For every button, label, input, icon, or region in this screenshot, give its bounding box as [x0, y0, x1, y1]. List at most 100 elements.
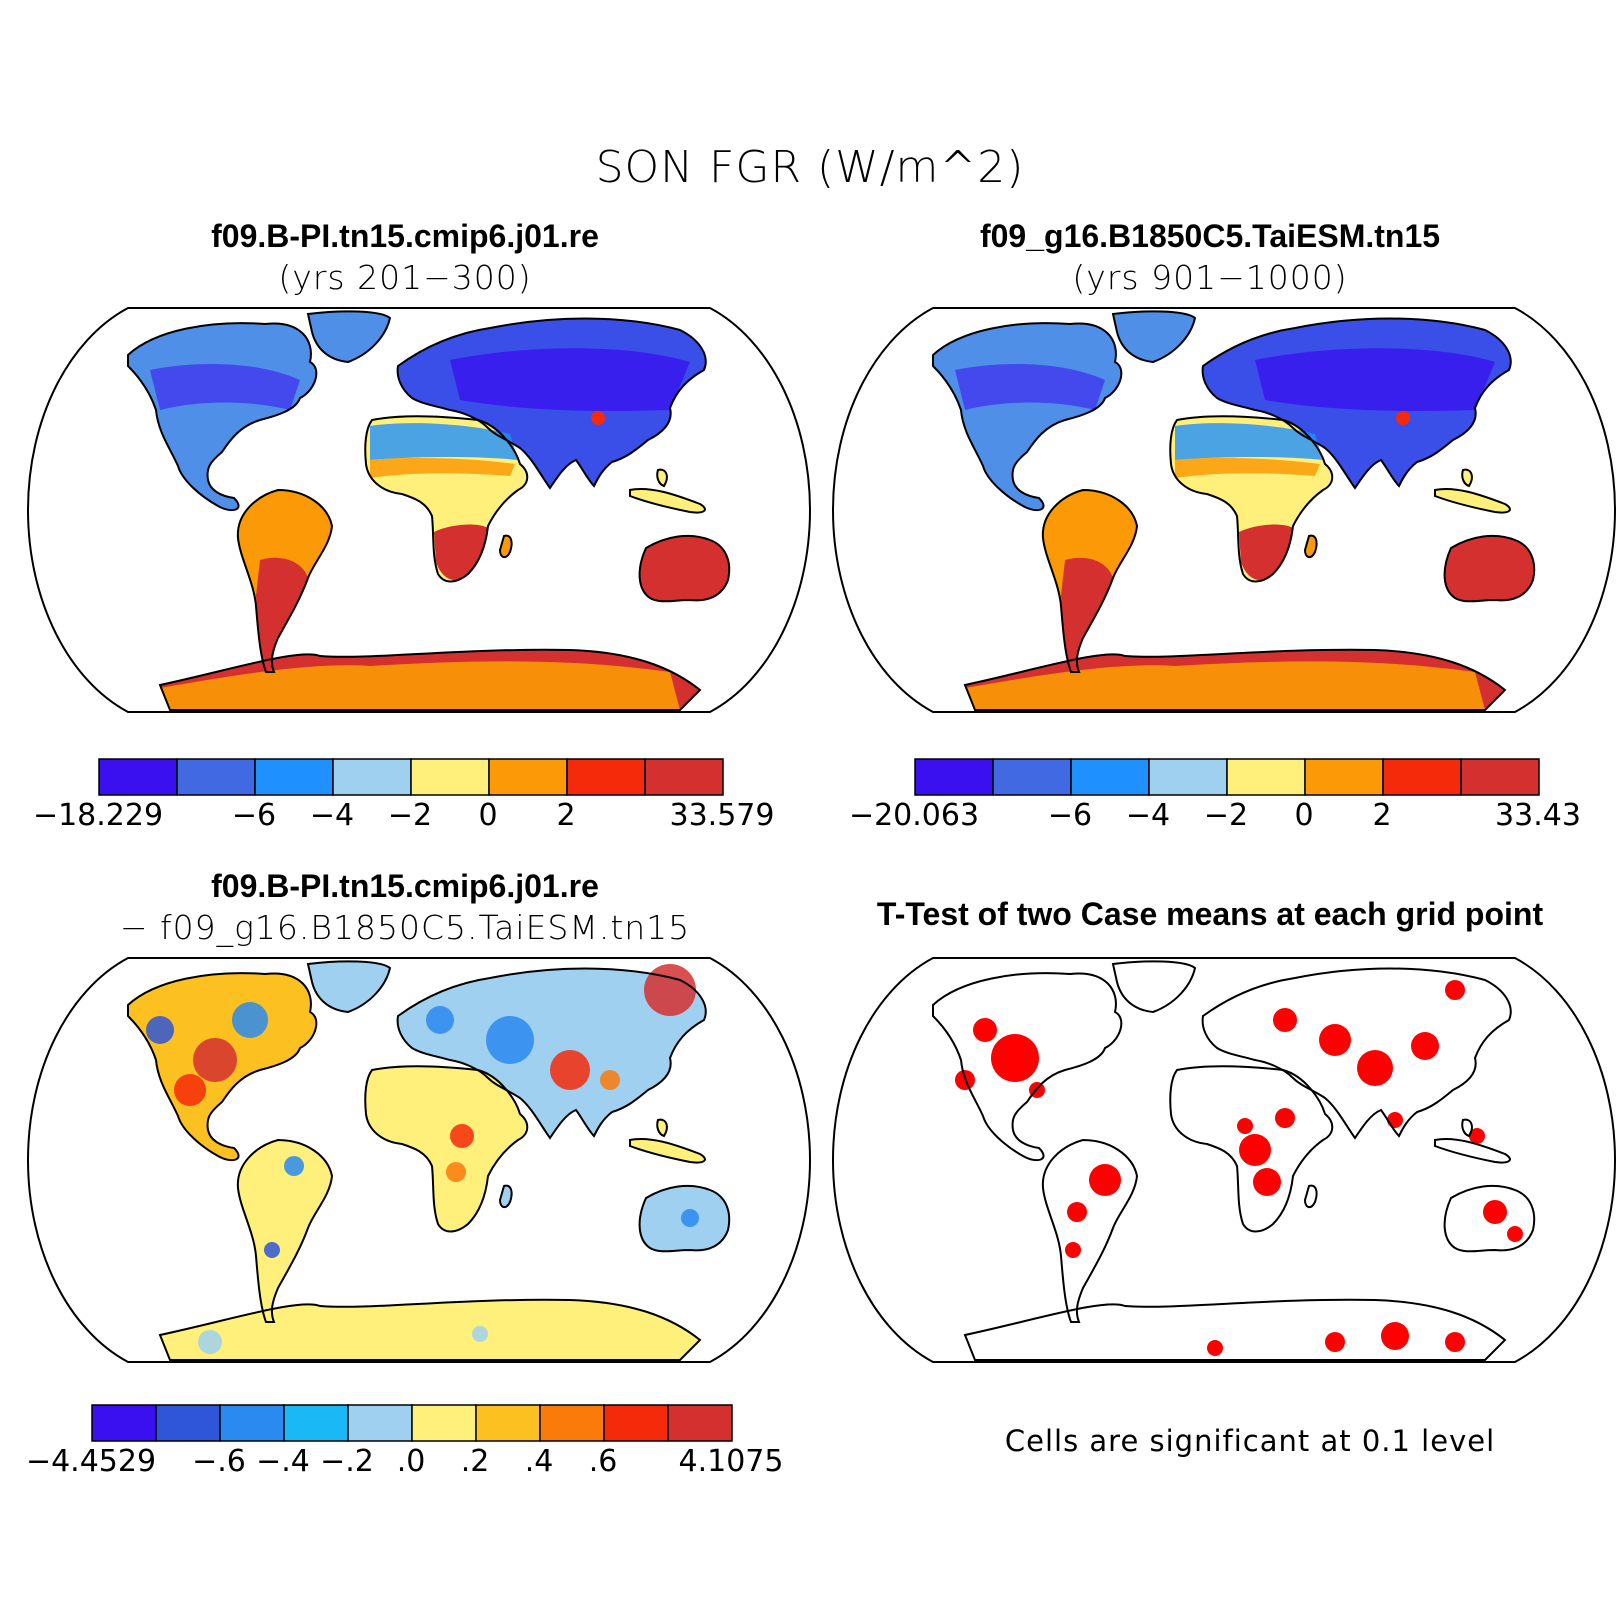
coastline-australia — [1443, 1184, 1536, 1253]
colorbar-tick-label: 2 — [556, 798, 576, 833]
colorbar-box — [155, 1404, 221, 1442]
coastline-africa — [1169, 415, 1334, 583]
land-africa — [365, 1066, 528, 1232]
significant-cell — [1483, 1200, 1507, 1224]
land-eurasia — [397, 968, 706, 1138]
colorbar-box — [219, 1404, 285, 1442]
coastline-eurasia — [1201, 317, 1512, 490]
anomaly-spot — [284, 1156, 304, 1176]
colorbar-tick-label: .2 — [460, 1444, 490, 1479]
colorbar-diff — [91, 1404, 733, 1442]
coastline-indonesia — [1434, 1118, 1511, 1164]
significant-cell — [1273, 1008, 1297, 1032]
panel-2-subtitle: (yrs 901−1000) — [1072, 258, 1348, 297]
colorbar-tick-label: −2 — [1203, 798, 1249, 833]
colorbar-box — [1070, 758, 1150, 796]
significant-cell — [991, 1034, 1039, 1082]
region-antarctic-coast — [965, 661, 1485, 710]
colorbar-tick-label: −.4 — [256, 1444, 310, 1479]
colorbar-tick-label: −6 — [1047, 798, 1093, 833]
region-sahara — [370, 423, 518, 460]
map-border — [831, 957, 1617, 1363]
coastline-northAmerica — [127, 322, 318, 512]
colorbar-diff-labels: −4.4529 −.6 −.4 −.2 .0 .2 .4 .6 4.1075 — [26, 1444, 784, 1484]
map-diff — [26, 957, 812, 1363]
significant-cell — [1275, 1108, 1295, 1128]
coastline-africa — [364, 1065, 529, 1233]
colorbar-box — [644, 758, 724, 796]
land-australia — [639, 535, 730, 602]
significant-cell — [1357, 1050, 1393, 1086]
significant-cell — [1207, 1340, 1223, 1356]
coastline-southAmerica — [1041, 488, 1139, 673]
coastline-greenland — [306, 960, 392, 1014]
land-antarctica — [965, 1299, 1505, 1360]
coastline-indonesia — [629, 1118, 706, 1164]
coastline-madagascar — [498, 1184, 513, 1208]
anomaly-spot — [146, 1016, 174, 1044]
coastline-antarctica — [963, 1298, 1507, 1361]
coastline-northAmerica — [932, 322, 1123, 512]
coastline-greenland — [1111, 310, 1197, 364]
significant-cell — [1387, 1112, 1403, 1128]
significant-cell — [1239, 1134, 1271, 1166]
coastline-southAmerica — [1041, 1138, 1139, 1323]
anomaly-spot — [486, 1016, 534, 1064]
colorbar-box — [254, 758, 334, 796]
land-australia — [1444, 535, 1535, 602]
significant-cell — [1325, 1332, 1345, 1352]
colorbar-tick-label: −4 — [309, 798, 355, 833]
colorbar-case2-labels: −20.063 −6 −4 −2 0 2 33.43 — [849, 798, 1581, 838]
colorbar-tick-label: −20.063 — [848, 798, 980, 833]
coastline-antarctica — [158, 648, 702, 711]
colorbar-box — [332, 758, 412, 796]
coastline-greenland — [306, 310, 392, 364]
significant-cell — [1507, 1226, 1523, 1242]
coastline-antarctica — [963, 648, 1507, 711]
significant-cell — [1067, 1202, 1087, 1222]
colorbar-tick-label: −.6 — [192, 1444, 246, 1479]
region-patagonia — [1061, 557, 1113, 672]
panel-3-subtitle: − f09_g16.B1850C5.TaiESM.tn15 — [119, 908, 691, 947]
colorbar-tick-label: −.2 — [320, 1444, 374, 1479]
significant-cell — [1253, 1168, 1281, 1196]
significant-cell — [1319, 1024, 1351, 1056]
colorbar-box — [1460, 758, 1540, 796]
region-siberia-cold — [450, 348, 690, 411]
coastline-africa — [364, 415, 529, 583]
colorbar-box — [475, 1404, 541, 1442]
region-sahel — [1175, 457, 1320, 478]
coastline-eurasia — [396, 317, 707, 490]
colorbar-tick-label: .6 — [588, 1444, 618, 1479]
map-border — [26, 957, 812, 1363]
map-ttest — [831, 957, 1617, 1363]
colorbar-tick-label: 4.1075 — [678, 1444, 784, 1479]
anomaly-spot — [426, 1006, 454, 1034]
colorbar-box — [91, 1404, 157, 1442]
map-case2 — [831, 307, 1617, 713]
colorbar-tick-label: 33.579 — [669, 798, 775, 833]
region-na-cold — [955, 364, 1105, 410]
land-southAmerica — [237, 1140, 332, 1322]
coastline-australia — [1443, 534, 1536, 603]
colorbar-tick-label: 2 — [1372, 798, 1392, 833]
coastline-indonesia — [1434, 468, 1511, 514]
coastline-africa — [1169, 1065, 1334, 1233]
colorbar-box — [1148, 758, 1228, 796]
coastline-southAmerica — [236, 488, 334, 673]
significant-cell — [1469, 1128, 1485, 1144]
significant-cell — [1065, 1242, 1081, 1258]
anomaly-spot — [550, 1050, 590, 1090]
anomaly-spot — [644, 964, 696, 1016]
panel-1-title: f09.B-PI.tn15.cmip6.j01.re — [211, 218, 599, 254]
region-sahara — [1175, 423, 1323, 460]
coastline-eurasia — [1201, 967, 1512, 1140]
anomaly-spot — [446, 1162, 466, 1182]
significant-cell — [1411, 1032, 1439, 1060]
region-south-africa — [434, 524, 488, 581]
anomaly-spot — [198, 1330, 222, 1354]
colorbar-case1-labels: −18.229 −6 −4 −2 0 2 33.579 — [33, 798, 775, 838]
coastline-madagascar — [1303, 1184, 1318, 1208]
coastline-eurasia — [396, 967, 707, 1140]
colorbar-tick-label: −2 — [387, 798, 433, 833]
